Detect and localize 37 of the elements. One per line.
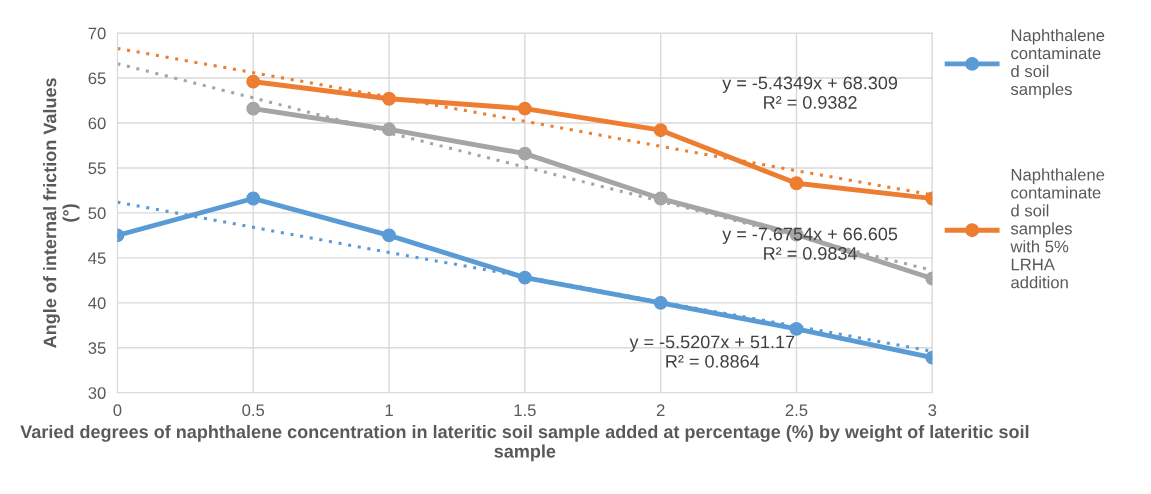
- legend-label: Naphthalene contaminated soil samples: [1010, 28, 1105, 99]
- point: [653, 295, 668, 310]
- point: [517, 146, 532, 161]
- x-tick-label: 1: [385, 404, 393, 416]
- point: [653, 123, 668, 138]
- y-axis-title: Angle of internal friction Values (°): [43, 78, 80, 348]
- y-tick-label: 55: [88, 162, 106, 175]
- point: [382, 91, 396, 106]
- point: [382, 228, 396, 243]
- x-axis-title: Varied degrees of naphthalene concentration in lateritic soil sample added at percentage (%) by weight of lateritic soil sample: [20, 424, 1029, 462]
- x-tick-label: 0.5: [242, 404, 265, 417]
- x-tick-label: 3: [928, 404, 937, 417]
- legend-label: Naphthalene contaminated soil samples with 5% LRHA addition: [1010, 168, 1105, 289]
- y-tick-label: 60: [88, 117, 106, 130]
- y-tick-label: 35: [88, 342, 106, 354]
- point: [246, 74, 261, 89]
- annotation: y = -5.4349x + 68.309 R² = 0.9382: [722, 76, 898, 109]
- point: [789, 321, 804, 336]
- y-tick-label: 45: [88, 252, 106, 265]
- point: [246, 191, 261, 206]
- x-tick-label: 2.5: [785, 404, 808, 417]
- point: [789, 176, 804, 191]
- y-tick-label: 30: [88, 387, 106, 399]
- point: [246, 101, 261, 116]
- x-tick-label: 1.5: [514, 404, 536, 417]
- annotation: y = -5.5207x + 51.17 R² = 0.8864: [629, 335, 795, 368]
- y-tick-label: 50: [88, 207, 106, 220]
- point: [382, 122, 396, 137]
- point: [653, 191, 668, 206]
- x-tick-label: 2: [656, 404, 665, 416]
- x-tick-label: 0: [113, 404, 122, 417]
- point: [517, 101, 532, 116]
- point: [517, 270, 532, 285]
- annotation: y = -7.6754x + 66.605 R² = 0.9834: [722, 227, 898, 260]
- y-tick-label: 40: [88, 297, 106, 310]
- y-tick-label: 65: [88, 72, 106, 85]
- y-tick-label: 70: [88, 27, 106, 40]
